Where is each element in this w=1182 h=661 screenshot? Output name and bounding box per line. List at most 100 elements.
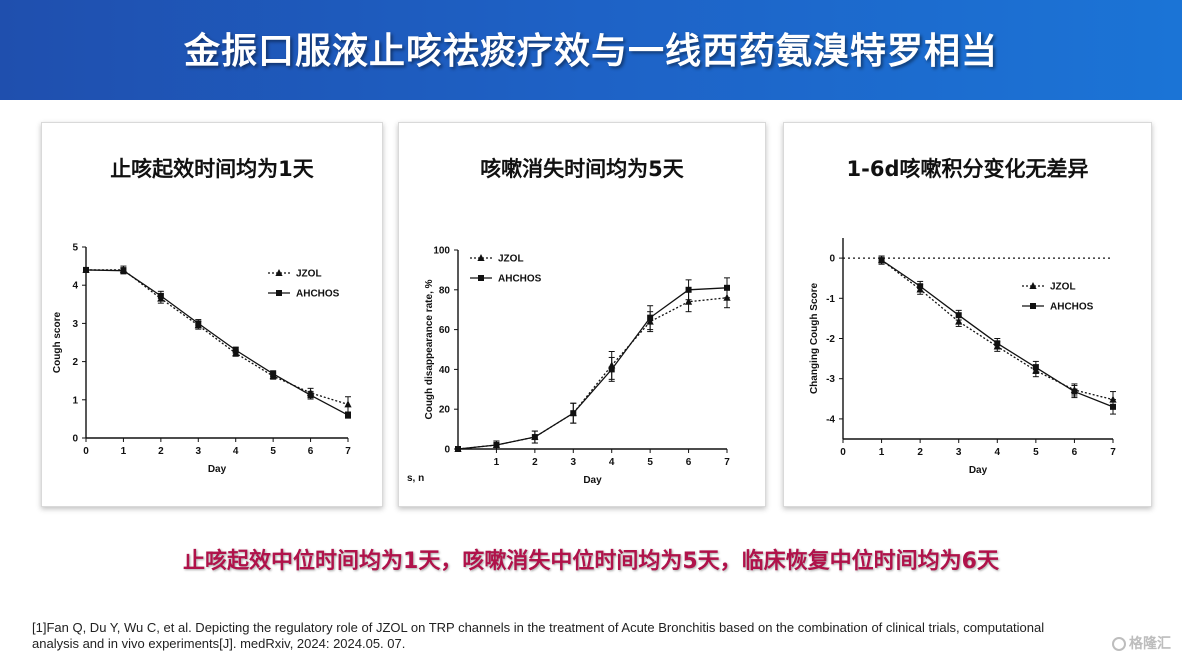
data-point-ahchos: [1110, 403, 1116, 410]
data-point-ahchos: [307, 392, 314, 399]
watermark-logo-icon: [1112, 637, 1126, 651]
y-tick-label: 2: [72, 357, 78, 368]
x-tick-label: 5: [270, 446, 276, 457]
y-tick-label: 0: [444, 445, 450, 456]
panel-title: 1-6d咳嗽积分变化无差异: [846, 157, 1089, 181]
data-point-ahchos: [232, 347, 239, 354]
y-tick-label: -2: [826, 334, 835, 345]
citation-text: [1]Fan Q, Du Y, Wu C, et al. Depicting t…: [32, 620, 1045, 651]
legend-label: AHCHOS: [1050, 302, 1094, 313]
y-tick-label: 3: [72, 319, 78, 330]
x-axis-label: Day: [583, 475, 602, 486]
x-tick-label: 0: [840, 447, 846, 458]
header-banner: 金振口服液止咳祛痰疗效与一线西药氨溴特罗相当: [0, 0, 1182, 100]
data-point-ahchos: [647, 314, 654, 321]
corner-text: s, n: [407, 473, 424, 484]
y-tick-label: 80: [439, 285, 451, 296]
x-tick-label: 4: [609, 457, 615, 468]
y-axis-label: Changing Cough Score: [809, 283, 820, 395]
data-point-jzol: [955, 317, 963, 325]
series-line-jzol: [881, 259, 1114, 401]
chart-panel-changing-score: 1-6d咳嗽积分变化无差异 0 1 2 3 4 5 6 7 0 -1 -2 -3 -4 Day Changi…: [783, 122, 1152, 507]
x-tick-label: 1: [121, 446, 127, 457]
y-axis-label: Cough disappearance rate, %: [424, 279, 435, 419]
legend-label: AHCHOS: [296, 289, 340, 300]
y-axis-label: Cough score: [52, 312, 63, 374]
panel-title: 止咳起效时间均为1天: [110, 157, 314, 181]
data-point-ahchos: [83, 266, 89, 273]
data-point-ahchos: [345, 412, 351, 419]
x-tick-label: 7: [1110, 447, 1116, 458]
x-tick-label: 3: [196, 446, 202, 457]
chart-panel-disappearance-rate: 咳嗽消失时间均为5天 1 2 3 4 5 6 7 0 20 40 60 80 100 Day Cough d…: [398, 122, 766, 507]
y-tick-label: -4: [826, 414, 835, 425]
legend-marker-icon: [477, 254, 485, 261]
watermark: 格隆汇: [1112, 633, 1171, 653]
legend-marker-icon: [1030, 303, 1036, 309]
x-tick-label: 5: [647, 457, 653, 468]
data-point-ahchos: [608, 366, 615, 373]
y-tick-label: 4: [72, 281, 78, 292]
y-tick-label: 0: [72, 434, 78, 445]
data-point-ahchos: [570, 410, 577, 417]
x-tick-label: 6: [1072, 447, 1078, 458]
x-tick-label: 6: [308, 446, 314, 457]
chart-changing-score: 0 1 2 3 4 5 6 7 0 -1 -2 -3 -4 Day Changing Cough Score…: [809, 238, 1117, 476]
data-point-ahchos: [1032, 364, 1039, 371]
y-tick-label: 1: [72, 395, 78, 406]
legend-label: AHCHOS: [498, 274, 542, 285]
legend-marker-icon: [478, 275, 484, 281]
x-tick-label: 1: [879, 447, 885, 458]
series-line-ahchos: [85, 269, 349, 416]
series-line-ahchos: [457, 287, 728, 450]
data-point-ahchos: [685, 286, 692, 293]
panel-title: 咳嗽消失时间均为5天: [480, 157, 684, 181]
data-point-jzol: [684, 297, 693, 305]
summary-text: 止咳起效中位时间均为1天，咳嗽消失中位时间均为5天，临床恢复中位时间均为6天: [183, 549, 999, 574]
data-point-ahchos: [531, 434, 538, 441]
y-tick-label: -3: [826, 374, 835, 385]
x-tick-label: 2: [532, 457, 538, 468]
data-point-ahchos: [455, 446, 461, 452]
data-point-ahchos: [917, 283, 924, 290]
x-tick-label: 5: [1033, 447, 1039, 458]
legend-marker-icon: [275, 269, 283, 276]
data-point-ahchos: [195, 320, 202, 327]
x-axis-label: Day: [208, 464, 227, 475]
legend-marker-icon: [1029, 282, 1037, 289]
x-tick-label: 0: [83, 446, 89, 457]
y-tick-label: 100: [433, 246, 450, 257]
data-point-ahchos: [493, 442, 500, 449]
chart-panel-cough-score: 止咳起效时间均为1天 0 1 2 3 4 5 6 7 0 1 2 3 4 5 Day Cough score J…: [41, 122, 383, 507]
data-point-ahchos: [724, 284, 730, 291]
x-tick-label: 3: [571, 457, 577, 468]
x-tick-label: 3: [956, 447, 962, 458]
x-tick-label: 4: [995, 447, 1001, 458]
y-tick-label: 20: [439, 405, 451, 416]
data-point-ahchos: [955, 312, 962, 319]
data-point-ahchos: [157, 292, 164, 299]
y-tick-label: -1: [826, 294, 835, 305]
series-line-ahchos: [881, 259, 1114, 408]
data-point-ahchos: [270, 370, 277, 377]
x-tick-label: 7: [345, 446, 351, 457]
y-tick-label: 60: [439, 325, 451, 336]
x-tick-label: 6: [686, 457, 692, 468]
x-tick-label: 7: [724, 457, 730, 468]
legend-label: JZOL: [296, 269, 322, 280]
data-point-ahchos: [1071, 388, 1078, 395]
y-tick-label: 0: [829, 254, 835, 265]
chart-disappearance-rate: 1 2 3 4 5 6 7 0 20 40 60 80 100 Day Cough disappearanc…: [407, 246, 731, 486]
data-point-ahchos: [120, 267, 127, 274]
data-point-ahchos: [878, 257, 885, 264]
legend-label: JZOL: [1050, 282, 1076, 293]
data-point-ahchos: [994, 340, 1001, 347]
x-tick-label: 1: [494, 457, 500, 468]
data-point-jzol: [344, 400, 352, 408]
legend-label: JZOL: [498, 254, 524, 265]
x-axis-label: Day: [969, 465, 988, 476]
series-line-jzol: [457, 297, 728, 450]
x-tick-label: 2: [158, 446, 164, 457]
y-tick-label: 40: [439, 365, 451, 376]
x-tick-label: 4: [233, 446, 239, 457]
